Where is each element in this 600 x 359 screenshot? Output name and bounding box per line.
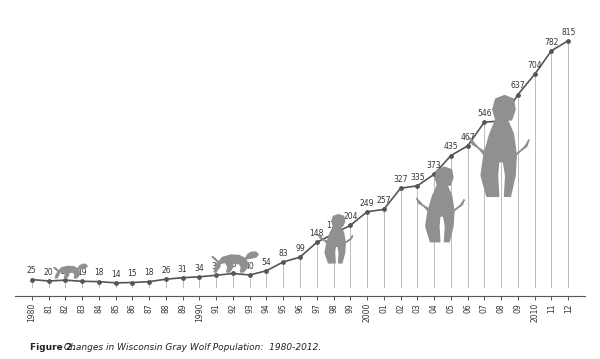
Text: 18: 18	[145, 269, 154, 278]
Polygon shape	[332, 215, 344, 226]
Point	[178, 275, 187, 281]
Text: 39: 39	[211, 262, 221, 271]
Text: 31: 31	[178, 265, 187, 274]
Polygon shape	[55, 266, 80, 278]
Text: 782: 782	[544, 37, 559, 47]
Point	[379, 206, 389, 212]
Polygon shape	[416, 198, 428, 211]
Polygon shape	[345, 236, 353, 243]
Text: 335: 335	[410, 173, 425, 182]
Point	[463, 143, 472, 149]
Text: 257: 257	[377, 196, 391, 205]
Text: 34: 34	[194, 264, 204, 272]
Text: 40: 40	[245, 262, 254, 271]
Point	[27, 277, 37, 283]
Point	[430, 172, 439, 177]
Text: 20: 20	[44, 268, 53, 277]
Point	[396, 185, 406, 191]
Text: 249: 249	[360, 199, 374, 208]
Point	[44, 278, 53, 284]
Point	[530, 71, 539, 77]
Point	[111, 280, 121, 286]
Text: Figure 2.: Figure 2.	[30, 343, 76, 352]
Text: 45: 45	[228, 260, 238, 269]
Text: 14: 14	[111, 270, 121, 279]
Polygon shape	[54, 267, 58, 271]
Text: 704: 704	[527, 61, 542, 70]
Text: 83: 83	[278, 249, 288, 258]
Point	[547, 48, 556, 53]
Point	[362, 209, 372, 215]
Polygon shape	[454, 200, 464, 211]
Text: 19: 19	[77, 268, 87, 277]
Text: 546: 546	[477, 109, 492, 118]
Text: 148: 148	[310, 229, 324, 238]
Point	[496, 118, 506, 124]
Polygon shape	[325, 223, 345, 263]
Point	[413, 183, 422, 189]
Text: 15: 15	[128, 269, 137, 278]
Text: 176: 176	[326, 221, 341, 230]
Text: 204: 204	[343, 212, 358, 221]
Point	[262, 268, 271, 274]
Polygon shape	[319, 235, 327, 243]
Text: 549: 549	[494, 108, 508, 117]
Text: 99: 99	[295, 244, 305, 253]
Point	[513, 92, 523, 97]
Text: 25: 25	[27, 266, 37, 275]
Point	[211, 272, 221, 278]
Text: 18: 18	[94, 269, 104, 278]
Text: 637: 637	[511, 81, 525, 90]
Point	[479, 119, 489, 125]
Polygon shape	[426, 180, 454, 242]
Polygon shape	[78, 264, 87, 269]
Point	[329, 231, 338, 237]
Point	[312, 239, 322, 245]
Point	[278, 259, 288, 265]
Point	[77, 279, 87, 284]
Text: 373: 373	[427, 161, 442, 170]
Text: 327: 327	[394, 175, 408, 184]
Polygon shape	[435, 167, 453, 185]
Text: 54: 54	[262, 257, 271, 267]
Text: 435: 435	[443, 143, 458, 151]
Point	[145, 279, 154, 284]
Polygon shape	[214, 255, 248, 272]
Polygon shape	[481, 113, 516, 196]
Text: 23: 23	[61, 267, 70, 276]
Polygon shape	[469, 137, 484, 155]
Point	[94, 279, 104, 284]
Point	[245, 272, 254, 278]
Point	[446, 153, 455, 158]
Point	[128, 280, 137, 285]
Text: 467: 467	[460, 133, 475, 142]
Polygon shape	[493, 95, 515, 120]
Text: Changes in Wisconsin Gray Wolf Population:  1980-2012.: Changes in Wisconsin Gray Wolf Populatio…	[61, 343, 322, 352]
Point	[61, 277, 70, 283]
Text: 815: 815	[561, 28, 575, 37]
Point	[346, 223, 355, 228]
Point	[161, 276, 170, 282]
Point	[194, 274, 204, 280]
Polygon shape	[516, 139, 529, 155]
Point	[228, 271, 238, 276]
Polygon shape	[245, 252, 258, 258]
Point	[295, 254, 305, 260]
Point	[563, 38, 573, 43]
Polygon shape	[212, 256, 218, 262]
Text: 26: 26	[161, 266, 170, 275]
